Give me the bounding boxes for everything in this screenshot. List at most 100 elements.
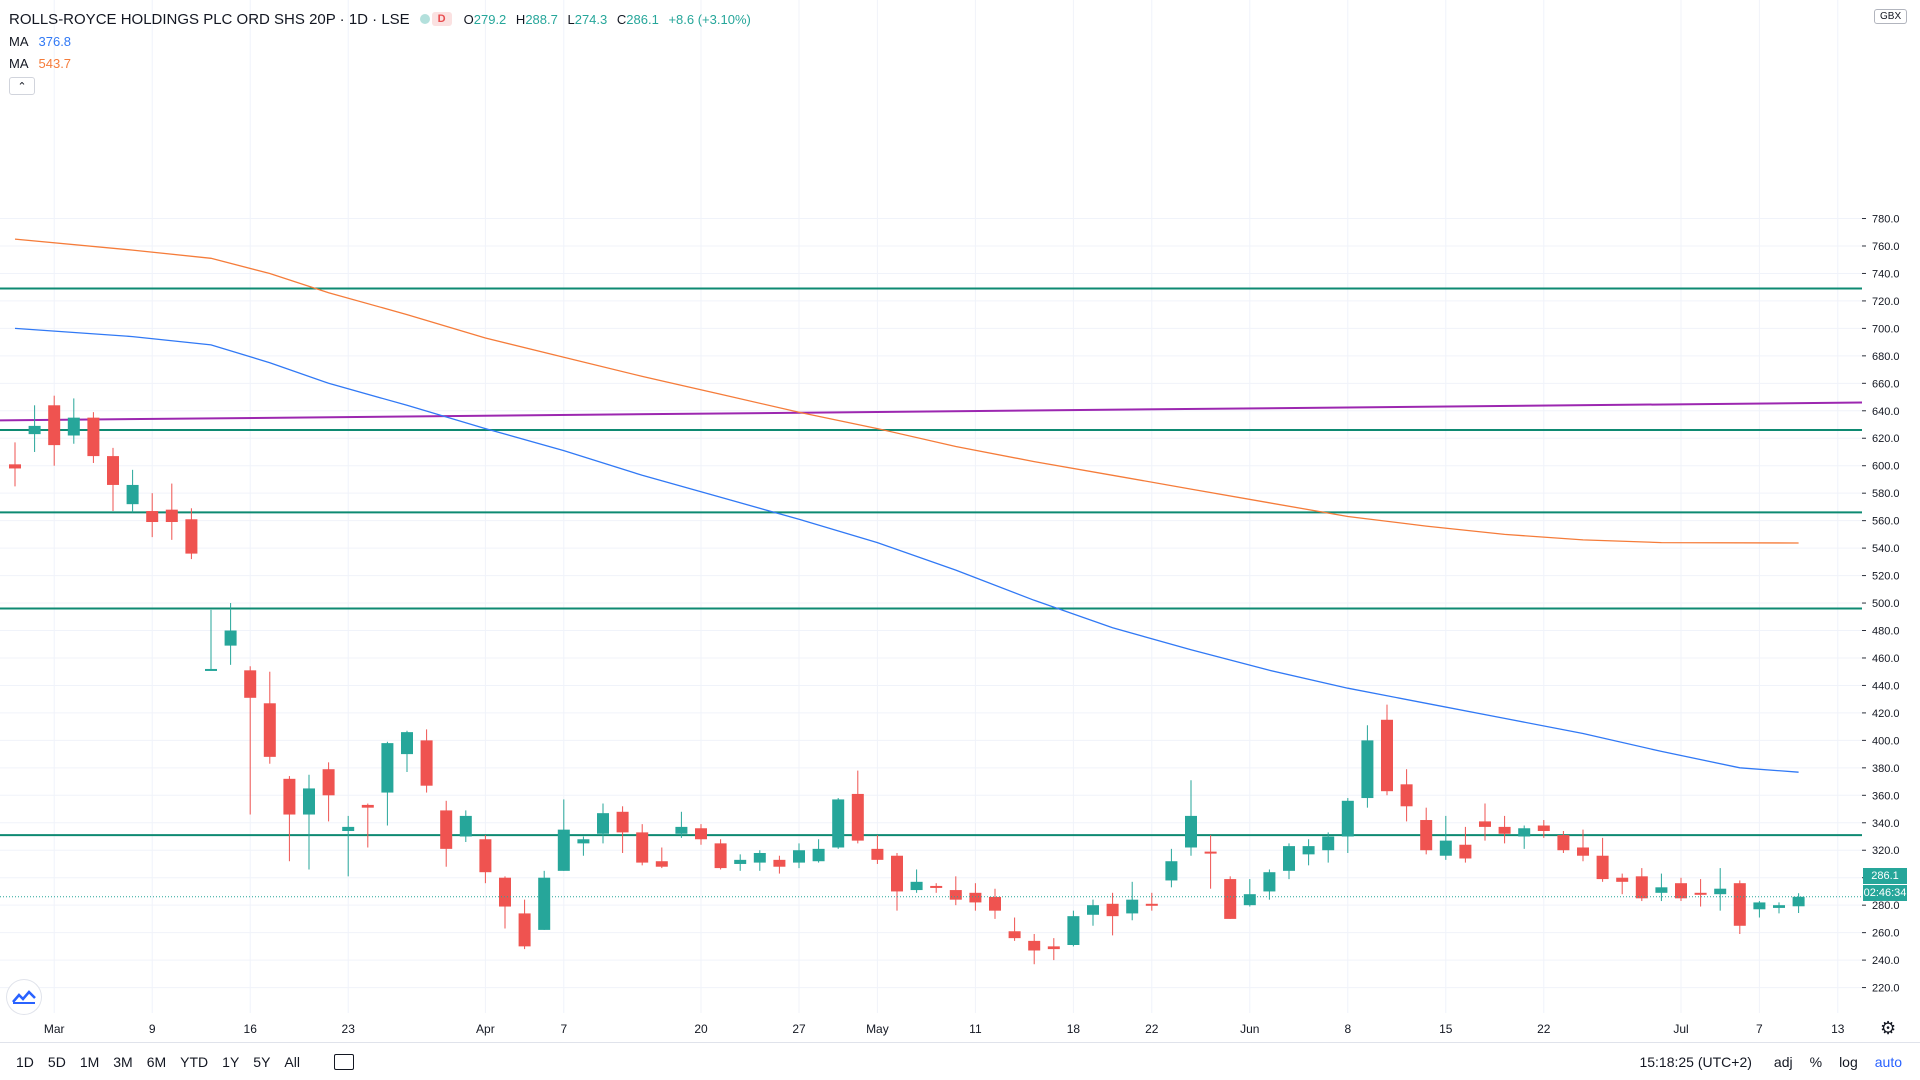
time-tick-label: 22	[1537, 1022, 1551, 1036]
price-tick-label: 260.0	[1872, 928, 1900, 940]
candle-body	[479, 839, 492, 873]
indicator-ma-slow[interactable]: MA 543.7	[9, 52, 757, 74]
candle-body	[910, 881, 923, 891]
candle-body	[538, 877, 551, 930]
candle-body	[1322, 836, 1335, 851]
candle-body	[401, 732, 413, 755]
price-tick-label: 320.0	[1872, 845, 1900, 857]
price-tick-label: 660.0	[1872, 378, 1900, 390]
indicator-ma-fast[interactable]: MA 376.8	[9, 30, 757, 52]
candle-body	[1596, 855, 1609, 880]
range-3m-button[interactable]: 3M	[113, 1053, 133, 1070]
candle-body	[499, 877, 511, 907]
range-1y-button[interactable]: 1Y	[222, 1053, 240, 1070]
symbol-title[interactable]: ROLLS-ROYCE HOLDINGS PLC ORD SHS 20P · 1…	[9, 10, 410, 28]
price-chart[interactable]: 220.0240.0260.0280.0300.0320.0340.0360.0…	[0, 0, 1920, 1042]
price-tick-label: 760.0	[1872, 241, 1900, 253]
candle-body	[695, 828, 707, 840]
candle-body	[577, 839, 590, 844]
candle-body	[832, 799, 845, 848]
candle-body	[557, 829, 570, 871]
candle-body	[1616, 877, 1629, 882]
change-value: +8.6 (+3.10%)	[668, 11, 751, 27]
candle-body	[1185, 815, 1197, 848]
candle-body	[1479, 821, 1491, 827]
candle-body	[891, 855, 903, 892]
candle-body	[1381, 719, 1393, 792]
price-tick-label: 500.0	[1872, 598, 1900, 610]
candle-body	[753, 852, 766, 863]
candle-body	[1224, 879, 1237, 919]
range-1m-button[interactable]: 1M	[79, 1053, 100, 1070]
candle-body	[1655, 887, 1668, 893]
candle-body	[1420, 820, 1433, 851]
time-tick-label: 9	[149, 1022, 156, 1036]
market-status-dot-icon	[419, 14, 430, 24]
goto-date-calendar-icon[interactable]	[333, 1053, 354, 1070]
adj-toggle[interactable]: adj	[1773, 1054, 1793, 1070]
ohlc-values: O279.2 H288.7 L274.3 C286.1 +8.6 (+3.10%…	[464, 12, 757, 27]
candle-body	[1518, 828, 1531, 837]
time-tick-label: 13	[1831, 1022, 1845, 1036]
range-1d-button[interactable]: 1D	[16, 1053, 34, 1070]
price-tick-label: 720.0	[1872, 296, 1900, 308]
candle-body	[1537, 825, 1550, 832]
percent-scale-toggle[interactable]: %	[1809, 1054, 1823, 1070]
candle-body	[1106, 903, 1119, 917]
candle-body	[48, 405, 61, 446]
price-tick-label: 520.0	[1872, 571, 1900, 583]
range-5y-button[interactable]: 5Y	[253, 1053, 271, 1070]
candle-body	[342, 826, 355, 832]
price-tick-label: 780.0	[1872, 214, 1900, 226]
candle-body	[1557, 835, 1570, 851]
countdown-tag: 02:46:34	[1863, 885, 1907, 901]
price-tick-label: 680.0	[1872, 351, 1900, 363]
low-label: L	[567, 11, 575, 27]
horizontal-lines	[0, 287, 1863, 837]
candle-body	[126, 484, 139, 505]
candle-body	[107, 456, 119, 485]
range-ytd-button[interactable]: YTD	[180, 1053, 209, 1070]
candle-body	[1087, 905, 1099, 915]
candle-body	[1145, 903, 1158, 906]
indicator-value: 376.8	[38, 33, 72, 49]
open-value: 279.2	[473, 11, 507, 27]
currency-badge[interactable]: GBX	[1874, 9, 1908, 24]
tradingview-logo-icon[interactable]	[7, 980, 41, 1014]
time-tick-label: Jul	[1673, 1022, 1688, 1036]
high-label: H	[515, 11, 526, 27]
candle-body	[616, 811, 629, 833]
price-tick-label: 280.0	[1872, 900, 1900, 912]
candle-body	[1439, 840, 1452, 856]
price-tick-label: 340.0	[1872, 818, 1900, 830]
price-tick-label: 420.0	[1872, 708, 1900, 720]
candle-body	[459, 815, 472, 837]
timezone-clock[interactable]: 15:18:25 (UTC+2)	[1639, 1054, 1752, 1070]
range-all-button[interactable]: All	[284, 1053, 300, 1070]
candle-body	[283, 778, 296, 815]
indicator-name: MA	[9, 55, 29, 71]
candle-body	[420, 740, 433, 786]
candle-body	[1753, 902, 1766, 910]
candle-body	[1067, 916, 1080, 945]
collapse-legend-button[interactable]: ⌃	[9, 77, 35, 95]
close-label: C	[616, 11, 627, 27]
price-tick-label: 360.0	[1872, 790, 1900, 802]
last-price-tag: 286.1	[1863, 868, 1907, 884]
time-axis-ticks: Mar 9 16 23 Apr 7 20 27 May 11 18 22 Jun 8 15 22 Jul 7 13	[44, 1022, 1845, 1036]
candle-body	[714, 843, 727, 869]
candle-body	[1675, 883, 1687, 899]
delayed-badge[interactable]: D	[431, 12, 452, 26]
time-tick-label: 27	[792, 1022, 806, 1036]
price-tick-label: 640.0	[1872, 406, 1900, 418]
range-5d-button[interactable]: 5D	[47, 1053, 66, 1070]
time-tick-label: 18	[1067, 1022, 1081, 1036]
candle-body	[9, 464, 21, 469]
market-status: D	[419, 11, 452, 27]
log-scale-toggle[interactable]: log	[1839, 1054, 1858, 1070]
range-6m-button[interactable]: 6M	[146, 1053, 167, 1070]
price-axis-ticks: 220.0240.0260.0280.0300.0320.0340.0360.0…	[1862, 214, 1900, 995]
settings-gear-icon[interactable]: ⚙	[1880, 1018, 1897, 1038]
candle-body	[1792, 896, 1805, 907]
auto-scale-toggle[interactable]: auto	[1874, 1054, 1902, 1070]
